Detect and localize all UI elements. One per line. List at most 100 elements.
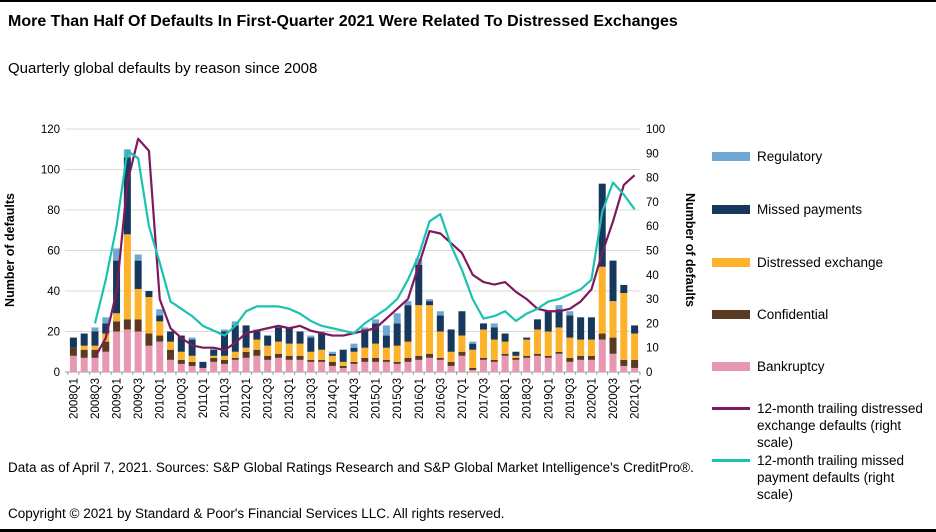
bar-segment-bankruptcy [372,361,380,372]
bar-segment-bankruptcy [587,359,595,372]
bar-segment-bankruptcy [490,361,498,372]
bar-segment-missed-payments [102,323,110,334]
bar-segment-missed-payments [436,315,444,332]
bar-segment-missed-payments [177,335,185,352]
x-axis-category-label: 2021Q1 [630,378,642,419]
bar-segment-distressed-exchange [469,349,477,368]
bar-segment-missed-payments [134,260,142,289]
bar-segment-bankruptcy [285,359,293,372]
bar-segment-distressed-exchange [220,355,228,360]
bar-segment-missed-payments [544,311,552,332]
bar-segment-missed-payments [555,309,563,328]
bar-segment-regulatory [555,305,563,310]
left-axis-title: Number of defaults [3,193,17,307]
bar-segment-confidential [544,355,552,358]
bar-segment-regulatory [156,309,164,316]
bar-segment-confidential [167,349,175,360]
bar-segment-bankruptcy [512,359,520,372]
bar-segment-bankruptcy [533,355,541,372]
bar-segment-distressed-exchange [609,301,617,338]
bar-segment-confidential [210,357,218,362]
bar-segment-distressed-exchange [555,327,563,352]
chart-title: More Than Half Of Defaults In First-Quar… [8,13,678,30]
bar-segment-confidential [242,351,250,358]
bar-segment-regulatory [436,311,444,316]
bar-segment-bankruptcy [598,339,606,372]
x-axis-category-label: 2018Q3 [522,378,534,419]
bar-segment-regulatory [231,321,239,326]
left-axis-tick-label: 100 [41,165,60,177]
bar-segment-confidential [91,349,99,358]
legend-color-swatch [712,310,750,319]
bar-segment-distressed-exchange [318,349,326,360]
bar-segment-confidential [555,351,563,354]
x-axis-category-label: 2013Q3 [306,378,318,419]
legend-color-swatch [712,258,750,267]
bar-segment-missed-payments [598,183,606,267]
bar-segment-confidential [566,357,574,362]
bar-segment-distressed-exchange [490,339,498,360]
trend-line-distressed-exchange [94,137,636,358]
x-axis-category-label: 2017Q3 [479,378,491,419]
bar-segment-missed-payments [307,337,315,352]
bar-segment-confidential [631,359,639,368]
legend-item-missed: Missed payments [712,201,927,218]
legend-color-swatch [712,152,750,161]
bar-segment-confidential [123,319,131,330]
bar-segment-regulatory [393,313,401,324]
bar-segment-bankruptcy [436,359,444,372]
bar-segment-bankruptcy [577,359,585,372]
copyright-note: Copyright © 2021 by Standard & Poor's Fi… [8,506,505,521]
x-axis-category-label: 2019Q3 [565,378,577,419]
bar-segment-bankruptcy [167,359,175,372]
bar-segment-distressed-exchange [480,329,488,358]
bar-segment-confidential [264,355,272,360]
x-axis-category-label: 2009Q3 [133,378,145,419]
bar-segment-missed-payments [609,260,617,302]
bar-segment-missed-payments [350,347,358,352]
source-note: Data as of April 7, 2021. Sources: S&P G… [8,460,694,475]
bar-segment-bankruptcy [91,357,99,372]
x-axis-category-label: 2020Q1 [586,378,598,419]
bar-segment-confidential [231,357,239,360]
bar-segment-distressed-exchange [339,361,347,366]
bar-segment-confidential [501,353,509,356]
legend-label: Confidential [757,307,829,322]
bar-segment-bankruptcy [523,357,531,372]
bar-segment-regulatory [91,327,99,332]
bar-segment-confidential [339,365,347,368]
bar-segment-regulatory [134,254,142,261]
bar-segment-regulatory [113,248,121,261]
bar-segment-missed-payments [253,331,261,340]
bar-segment-distressed-exchange [566,337,574,358]
bar-segment-confidential [587,355,595,360]
bar-segment-confidential [598,333,606,340]
bar-segment-missed-payments [393,323,401,346]
bar-segment-bankruptcy [328,365,336,372]
right-axis-tick-label: 90 [646,148,659,160]
x-axis-category-label: 2017Q1 [457,378,469,419]
bar-segment-bankruptcy [199,367,207,372]
bar-segment-bankruptcy [253,355,261,372]
bar-segment-distressed-exchange [458,335,466,352]
bar-segment-confidential [156,335,164,342]
bar-segment-missed-payments [620,284,628,294]
right-axis-tick-label: 20 [646,318,659,330]
bar-segment-bankruptcy [318,361,326,372]
chart-legend: Regulatory Missed payments Distressed exch… [712,2,934,529]
bar-segment-bankruptcy [501,355,509,372]
bar-segment-missed-payments [523,337,531,340]
bar-segment-confidential [188,361,196,366]
bar-segment-distressed-exchange [242,347,250,352]
bar-segment-regulatory [566,311,574,316]
right-axis-tick-label: 80 [646,173,659,185]
bar-segment-missed-payments [80,333,88,346]
bar-segment-missed-payments [210,349,218,356]
bar-segment-confidential [220,359,228,364]
bar-segment-missed-payments [469,343,477,350]
bar-segment-bankruptcy [382,361,390,372]
left-axis-tick-label: 20 [47,327,60,339]
bar-segment-bankruptcy [188,365,196,372]
bar-segment-confidential [480,357,488,360]
